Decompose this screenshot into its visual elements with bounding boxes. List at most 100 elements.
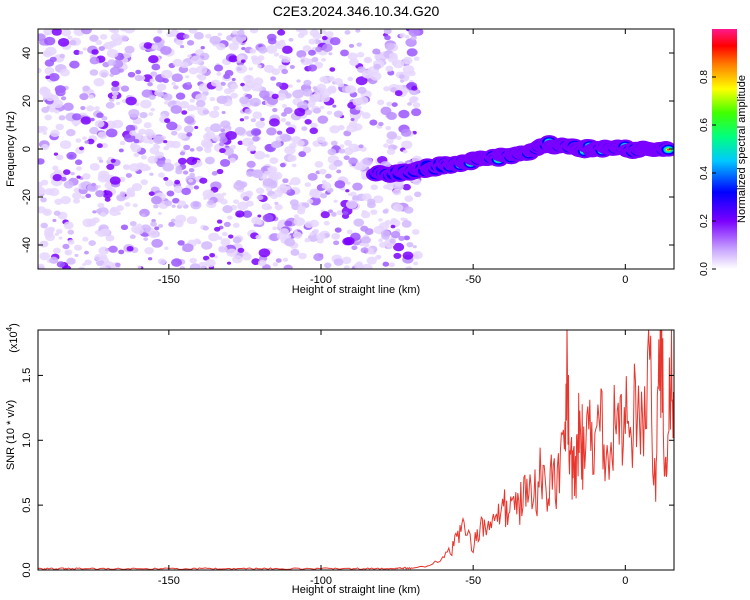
- noise-speckle: [95, 39, 103, 46]
- noise-speckle: [413, 261, 419, 266]
- noise-speckle: [116, 194, 126, 202]
- noise-speckle: [223, 221, 231, 227]
- noise-speckle: [343, 236, 355, 246]
- snr-y-tick-label: 1.0: [21, 433, 33, 448]
- noise-speckle: [252, 135, 260, 142]
- noise-speckle: [389, 238, 396, 244]
- noise-speckle: [233, 199, 239, 204]
- noise-speckle: [133, 152, 140, 158]
- noise-speckle: [47, 226, 55, 233]
- noise-speckle: [84, 250, 89, 255]
- noise-speckle: [168, 221, 175, 227]
- noise-speckle: [152, 135, 164, 145]
- noise-speckle: [378, 241, 387, 248]
- noise-speckle: [293, 217, 306, 227]
- noise-speckle: [308, 38, 316, 45]
- noise-speckle: [359, 242, 365, 247]
- noise-speckle: [348, 43, 355, 48]
- noise-speckle: [380, 229, 391, 238]
- noise-speckle: [298, 151, 307, 158]
- noise-speckle: [40, 240, 49, 248]
- colorbar-tick-label: 0.2: [699, 214, 710, 228]
- noise-speckle: [166, 121, 178, 131]
- noise-speckle: [332, 104, 337, 108]
- noise-speckle: [102, 261, 115, 269]
- noise-speckle: [347, 76, 354, 82]
- noise-speckle: [109, 176, 121, 185]
- noise-speckle: [51, 29, 63, 36]
- noise-speckle: [297, 32, 305, 39]
- snr-plot-area: [38, 330, 674, 570]
- noise-speckle: [228, 42, 239, 51]
- noise-speckle: [157, 91, 164, 98]
- noise-speckle: [304, 182, 311, 188]
- noise-speckle: [261, 203, 271, 211]
- spectrogram-y-label: Frequency (Hz): [5, 111, 17, 187]
- noise-speckle: [315, 46, 323, 53]
- noise-speckle: [38, 186, 46, 195]
- noise-speckle: [111, 85, 120, 93]
- noise-speckle: [272, 107, 278, 113]
- noise-speckle: [59, 68, 70, 77]
- noise-speckle: [177, 132, 187, 140]
- noise-speckle: [53, 152, 59, 156]
- noise-speckle: [281, 68, 289, 75]
- snr-line: [38, 330, 674, 570]
- noise-speckle: [374, 54, 382, 60]
- snr-panel: -150 -100 -50 0 0.0 0.5 1.0 1.5 Height of stra…: [5, 323, 675, 596]
- spectrogram-y-tick-label: -40: [21, 237, 33, 253]
- noise-speckle: [74, 253, 79, 257]
- noise-speckle: [147, 81, 153, 87]
- noise-speckle: [219, 148, 226, 154]
- noise-speckle: [236, 67, 242, 71]
- noise-speckle: [133, 138, 140, 144]
- noise-speckle: [296, 140, 305, 147]
- noise-speckle: [304, 109, 313, 116]
- noise-speckle: [58, 236, 63, 240]
- noise-speckle: [321, 35, 328, 41]
- noise-speckle: [256, 219, 263, 225]
- noise-speckle: [105, 128, 118, 138]
- noise-speckle: [182, 243, 194, 253]
- noise-speckle: [89, 69, 99, 76]
- noise-speckle: [307, 64, 318, 72]
- noise-speckle: [61, 29, 72, 37]
- noise-speckle: [163, 140, 168, 144]
- noise-speckle: [91, 49, 99, 55]
- noise-speckle: [151, 195, 162, 205]
- noise-speckle: [175, 165, 182, 172]
- noise-speckle: [228, 55, 238, 63]
- noise-speckle: [52, 218, 57, 223]
- noise-speckle: [193, 185, 200, 190]
- noise-speckle: [133, 226, 144, 235]
- noise-speckle: [391, 102, 398, 107]
- noise-speckle: [98, 69, 110, 78]
- noise-speckle: [345, 85, 357, 94]
- noise-speckle: [189, 257, 197, 264]
- noise-speckle: [196, 146, 204, 152]
- noise-speckle: [219, 136, 228, 144]
- noise-speckle: [355, 105, 362, 111]
- noise-speckle: [240, 82, 245, 87]
- noise-speckle: [334, 180, 346, 189]
- noise-speckle: [93, 78, 105, 87]
- noise-speckle: [334, 227, 342, 233]
- noise-speckle: [208, 232, 220, 242]
- noise-speckle: [86, 105, 95, 112]
- noise-speckle: [384, 35, 391, 41]
- noise-speckle: [370, 209, 378, 215]
- noise-speckle: [317, 115, 329, 124]
- noise-speckle: [223, 147, 234, 156]
- noise-speckle: [326, 110, 333, 115]
- noise-speckle: [183, 144, 191, 151]
- noise-speckle: [164, 246, 169, 250]
- noise-speckle: [125, 96, 137, 106]
- colorbar: 0.0 0.2 0.4 0.6 0.8 Normalized spectral ampl…: [699, 29, 748, 276]
- noise-speckle: [98, 46, 106, 52]
- noise-speckle: [160, 45, 172, 55]
- noise-speckle: [273, 52, 280, 57]
- noise-speckle: [279, 228, 289, 236]
- noise-speckle: [333, 240, 340, 246]
- noise-speckle: [211, 79, 221, 87]
- noise-speckle: [266, 127, 277, 136]
